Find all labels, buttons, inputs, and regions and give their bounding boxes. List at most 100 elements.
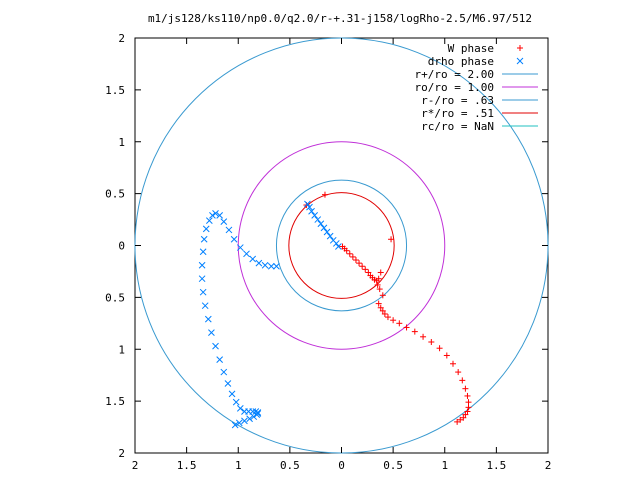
- x-tick-label: 1: [441, 459, 448, 472]
- data-point: [420, 333, 427, 340]
- legend-label: ro/ro = 1.00: [415, 81, 494, 94]
- data-point: [199, 288, 207, 296]
- ref-circle-3: [288, 192, 395, 299]
- data-point: [267, 262, 275, 270]
- ref-circle-2: [275, 179, 408, 312]
- data-point: [384, 314, 391, 321]
- data-point: [198, 275, 206, 283]
- data-point: [220, 368, 228, 376]
- legend-entry: W phase: [448, 42, 523, 55]
- data-point: [231, 421, 239, 429]
- x-tick-label: 0.5: [383, 459, 403, 472]
- y-tick-label: 1.5: [105, 395, 125, 408]
- data-point: [390, 317, 397, 324]
- data-point: [411, 328, 418, 335]
- data-point: [388, 236, 395, 243]
- y-tick-label: 2: [118, 32, 125, 45]
- data-point: [362, 266, 369, 273]
- data-point: [205, 217, 213, 224]
- chart-title: m1/js128/ks110/np0.0/q2.0/r-+.31-j158/lo…: [148, 12, 532, 25]
- x-tick-label: 0: [338, 459, 345, 472]
- data-point: [208, 329, 215, 337]
- data-point: [249, 408, 257, 415]
- legend-label: drho phase: [428, 55, 494, 68]
- y-tick-label: 0: [118, 240, 125, 253]
- data-point: [304, 200, 311, 208]
- data-point: [235, 419, 243, 427]
- data-point: [202, 225, 210, 233]
- legend-label: r+/ro = 2.00: [415, 68, 494, 81]
- data-point: [459, 377, 466, 384]
- data-point: [462, 411, 469, 418]
- legend-marker-swatch: [516, 57, 524, 65]
- data-point: [465, 404, 472, 411]
- data-point: [216, 212, 224, 219]
- data-point: [306, 203, 313, 211]
- data-point: [349, 253, 356, 260]
- data-point: [216, 356, 224, 363]
- legend-entry: r+/ro = 2.00: [415, 68, 538, 81]
- data-point: [346, 250, 353, 257]
- data-point: [212, 209, 219, 217]
- data-point: [201, 302, 209, 310]
- data-point: [199, 248, 207, 256]
- data-point: [377, 269, 384, 276]
- data-point: [230, 235, 238, 243]
- data-series: [198, 191, 472, 429]
- data-point: [464, 392, 471, 399]
- data-point: [241, 417, 248, 425]
- data-point: [359, 263, 366, 270]
- data-point: [396, 320, 403, 327]
- legend-label: W phase: [448, 42, 494, 55]
- data-point: [335, 243, 342, 250]
- legend-label: rc/ro = NaN: [421, 120, 494, 133]
- x-tick-label: 1.5: [486, 459, 506, 472]
- data-point: [323, 228, 331, 236]
- data-point: [376, 286, 383, 293]
- data-point: [321, 191, 328, 198]
- data-point: [460, 414, 467, 421]
- data-point: [450, 360, 457, 367]
- legend-entry: rc/ro = NaN: [421, 120, 538, 133]
- data-point: [455, 369, 462, 376]
- data-point: [377, 304, 384, 311]
- legend-marker-swatch: [517, 45, 523, 51]
- data-point: [243, 250, 250, 258]
- legend-label: r*/ro = .51: [421, 107, 494, 120]
- data-point: [381, 310, 388, 317]
- data-point: [308, 207, 315, 215]
- data-point: [236, 244, 244, 251]
- data-point: [379, 307, 386, 314]
- data-point: [209, 212, 216, 219]
- series-drho-phase: [198, 200, 342, 429]
- data-point: [332, 240, 340, 247]
- data-point: [236, 405, 244, 412]
- data-point: [352, 257, 359, 264]
- data-point: [465, 399, 472, 406]
- ref-circle-1: [237, 141, 446, 350]
- legend-entry: r*/ro = .51: [421, 107, 538, 120]
- data-point: [250, 413, 258, 421]
- data-point: [436, 345, 443, 352]
- data-point: [311, 212, 319, 219]
- data-point: [317, 220, 325, 228]
- data-point: [428, 338, 435, 345]
- axis-ticks: 2 1.5 1 0.5 0 0.5 1 1.5 221.510.500.511.52: [105, 32, 551, 472]
- data-point: [225, 226, 233, 234]
- data-point: [314, 216, 322, 223]
- data-point: [232, 398, 240, 406]
- series-w-phase: [303, 191, 472, 425]
- legend-label: r-/ro = .63: [421, 94, 494, 107]
- data-point: [224, 380, 232, 387]
- x-tick-label: 0.5: [280, 459, 300, 472]
- y-tick-label: 0.5: [105, 291, 125, 304]
- legend-entry: r-/ro = .63: [421, 94, 538, 107]
- data-point: [343, 247, 350, 254]
- data-point: [261, 261, 269, 269]
- data-point: [320, 224, 328, 232]
- x-tick-label: 2: [132, 459, 139, 472]
- y-tick-label: 1.5: [105, 84, 125, 97]
- data-point: [326, 232, 334, 240]
- data-point: [443, 352, 450, 359]
